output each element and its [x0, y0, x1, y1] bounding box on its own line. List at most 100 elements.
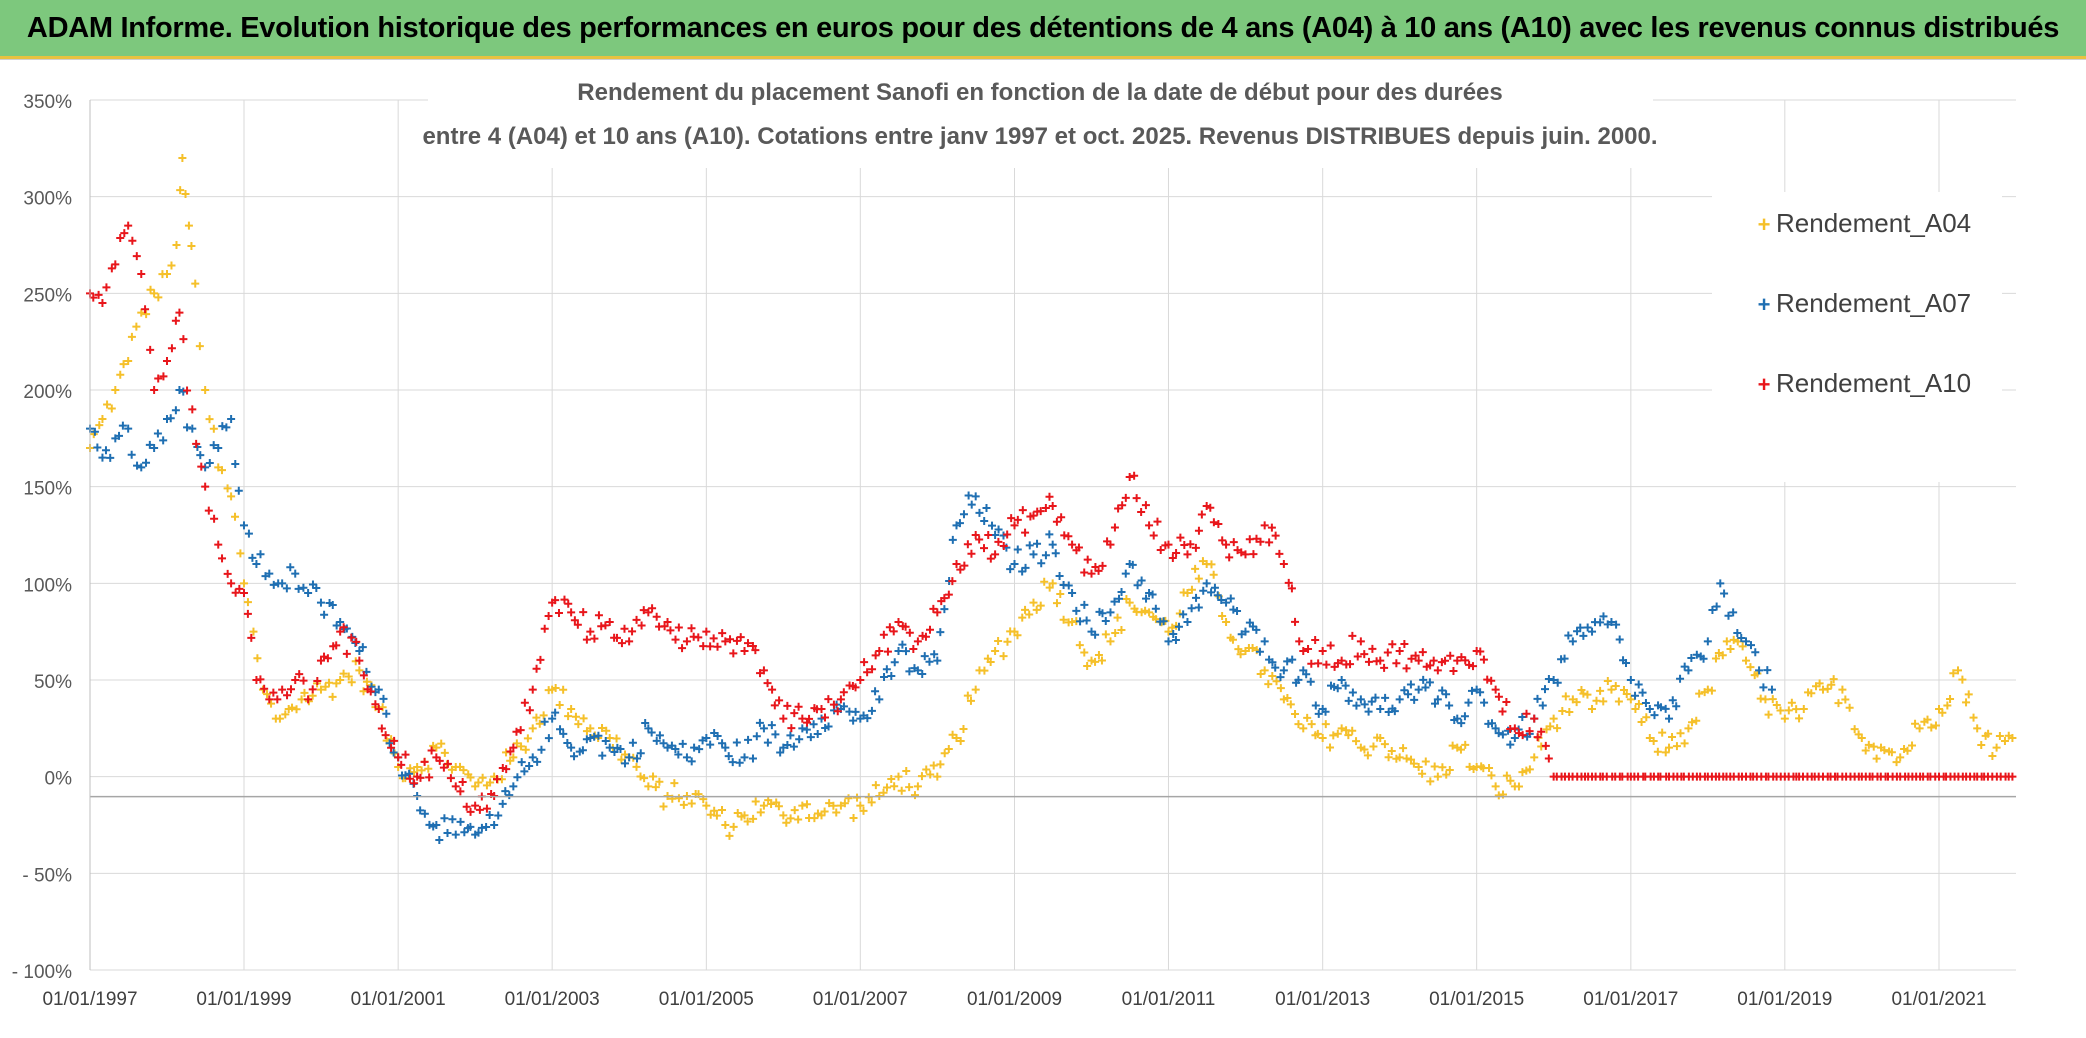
cloud-point-a04 [1187, 585, 1196, 594]
cloud-point-a04 [544, 686, 553, 695]
cloud-point-a04 [651, 783, 660, 792]
cloud-point-a07 [905, 667, 914, 676]
cloud-point-a10 [1326, 641, 1335, 650]
cloud-point-a04 [1611, 682, 1620, 691]
data-point-a07 [1716, 579, 1725, 588]
cloud-point-a04 [474, 778, 483, 787]
cloud-point-a10 [929, 604, 938, 613]
cloud-point-a04 [859, 806, 868, 815]
cloud-point-a04 [1283, 694, 1292, 703]
cloud-point-a04 [555, 701, 564, 710]
data-point-a07 [509, 782, 518, 791]
cloud-point-a07 [982, 504, 991, 513]
cloud-point-a07 [849, 716, 858, 725]
cloud-point-a10 [660, 622, 669, 631]
cloud-point-a07 [706, 740, 715, 749]
cloud-point-a10 [352, 637, 361, 646]
cloud-point-a07 [501, 787, 510, 796]
cloud-point-a10 [1388, 640, 1397, 649]
cloud-point-a10 [1057, 513, 1066, 522]
cloud-point-a04 [1387, 747, 1396, 756]
cloud-point-a04 [1487, 771, 1496, 780]
cloud-point-a10 [446, 774, 455, 783]
cloud-point-a04 [1561, 692, 1570, 701]
cloud-point-a04 [1962, 698, 1971, 707]
cloud-point-a07 [127, 450, 136, 459]
cloud-point-a04 [1430, 762, 1439, 771]
cloud-point-a04 [620, 750, 629, 759]
cloud-point-a10 [462, 802, 471, 811]
cloud-point-a10 [94, 290, 103, 299]
data-point-a04 [1337, 724, 1346, 733]
data-point-a07 [252, 560, 261, 568]
cloud-point-a07 [724, 752, 733, 761]
cloud-point-a10 [1426, 661, 1435, 670]
cloud-point-a10 [1271, 531, 1280, 540]
cloud-point-a04 [659, 802, 668, 811]
data-point-a04 [227, 492, 236, 501]
cloud-point-a04 [1025, 610, 1034, 619]
cloud-point-a07 [1288, 655, 1297, 664]
cloud-point-a04 [929, 761, 938, 770]
data-point-a07 [1755, 666, 1764, 675]
cloud-point-a10 [439, 763, 448, 772]
cloud-point-a04 [1056, 589, 1065, 598]
cloud-point-a10 [1392, 659, 1401, 668]
cloud-point-a04 [640, 774, 649, 783]
cloud-point-a07 [636, 749, 645, 758]
cloud-point-a10 [1506, 725, 1515, 734]
cloud-point-a04 [1738, 642, 1747, 651]
cloud-point-a10 [1544, 754, 1553, 763]
cloud-point-a07 [1560, 654, 1569, 663]
data-point-a07 [150, 444, 159, 452]
cloud-point-a04 [1313, 729, 1322, 738]
cloud-point-a10 [210, 514, 219, 523]
cloud-point-a10 [805, 714, 814, 723]
cloud-point-a07 [901, 647, 910, 656]
cloud-point-a07 [1051, 549, 1060, 558]
x-tick-label: 01/01/1999 [196, 989, 291, 1010]
cloud-point-a07 [728, 758, 737, 767]
cloud-point-a07 [1283, 657, 1292, 666]
data-point-a07 [451, 830, 460, 839]
cloud-point-a07 [261, 572, 270, 581]
cloud-point-a07 [1294, 675, 1303, 684]
cloud-point-a07 [460, 828, 469, 837]
cloud-point-a10 [687, 624, 696, 633]
data-point-a04 [1318, 734, 1327, 742]
data-point-a10 [355, 656, 364, 665]
cloud-point-a04 [1344, 731, 1353, 740]
cloud-point-a04 [1514, 782, 1523, 791]
cloud-point-a04 [195, 342, 204, 351]
cloud-point-a07 [1367, 697, 1376, 706]
data-point-a04 [1588, 705, 1597, 713]
scatter-chart: 350% 300% 250% 200% 150% 100% 50% 0% - 50% - 100%… [12, 60, 2017, 1010]
cloud-point-a07 [101, 446, 110, 455]
cloud-point-a10 [1132, 494, 1141, 503]
cloud-point-a07 [1460, 712, 1469, 721]
cloud-point-a04 [1764, 710, 1773, 719]
cloud-point-a04 [1695, 689, 1704, 698]
data-point-a04 [1896, 753, 1905, 762]
data-point-a07 [214, 444, 223, 452]
cloud-point-a04 [1373, 733, 1382, 742]
cloud-point-a04 [263, 690, 272, 699]
data-point-a04 [1722, 637, 1731, 646]
data-point-a10 [798, 714, 807, 723]
cloud-point-a07 [401, 771, 410, 780]
cloud-point-a04 [743, 817, 752, 826]
cloud-point-a07 [1175, 622, 1184, 631]
data-point-a07 [1684, 666, 1693, 675]
cloud-point-a04 [181, 190, 190, 199]
cloud-point-a10 [1446, 651, 1455, 660]
cloud-point-a04 [794, 815, 803, 824]
cloud-point-a04 [1872, 754, 1881, 763]
cloud-point-a04 [890, 782, 899, 791]
cloud-point-a10 [387, 743, 396, 752]
data-point-a10 [625, 637, 634, 646]
cloud-point-a10 [699, 642, 708, 651]
cloud-point-a04 [1756, 694, 1765, 703]
cloud-point-a04 [1841, 695, 1850, 704]
data-point-a10 [1530, 714, 1539, 723]
cloud-point-a07 [940, 605, 949, 614]
